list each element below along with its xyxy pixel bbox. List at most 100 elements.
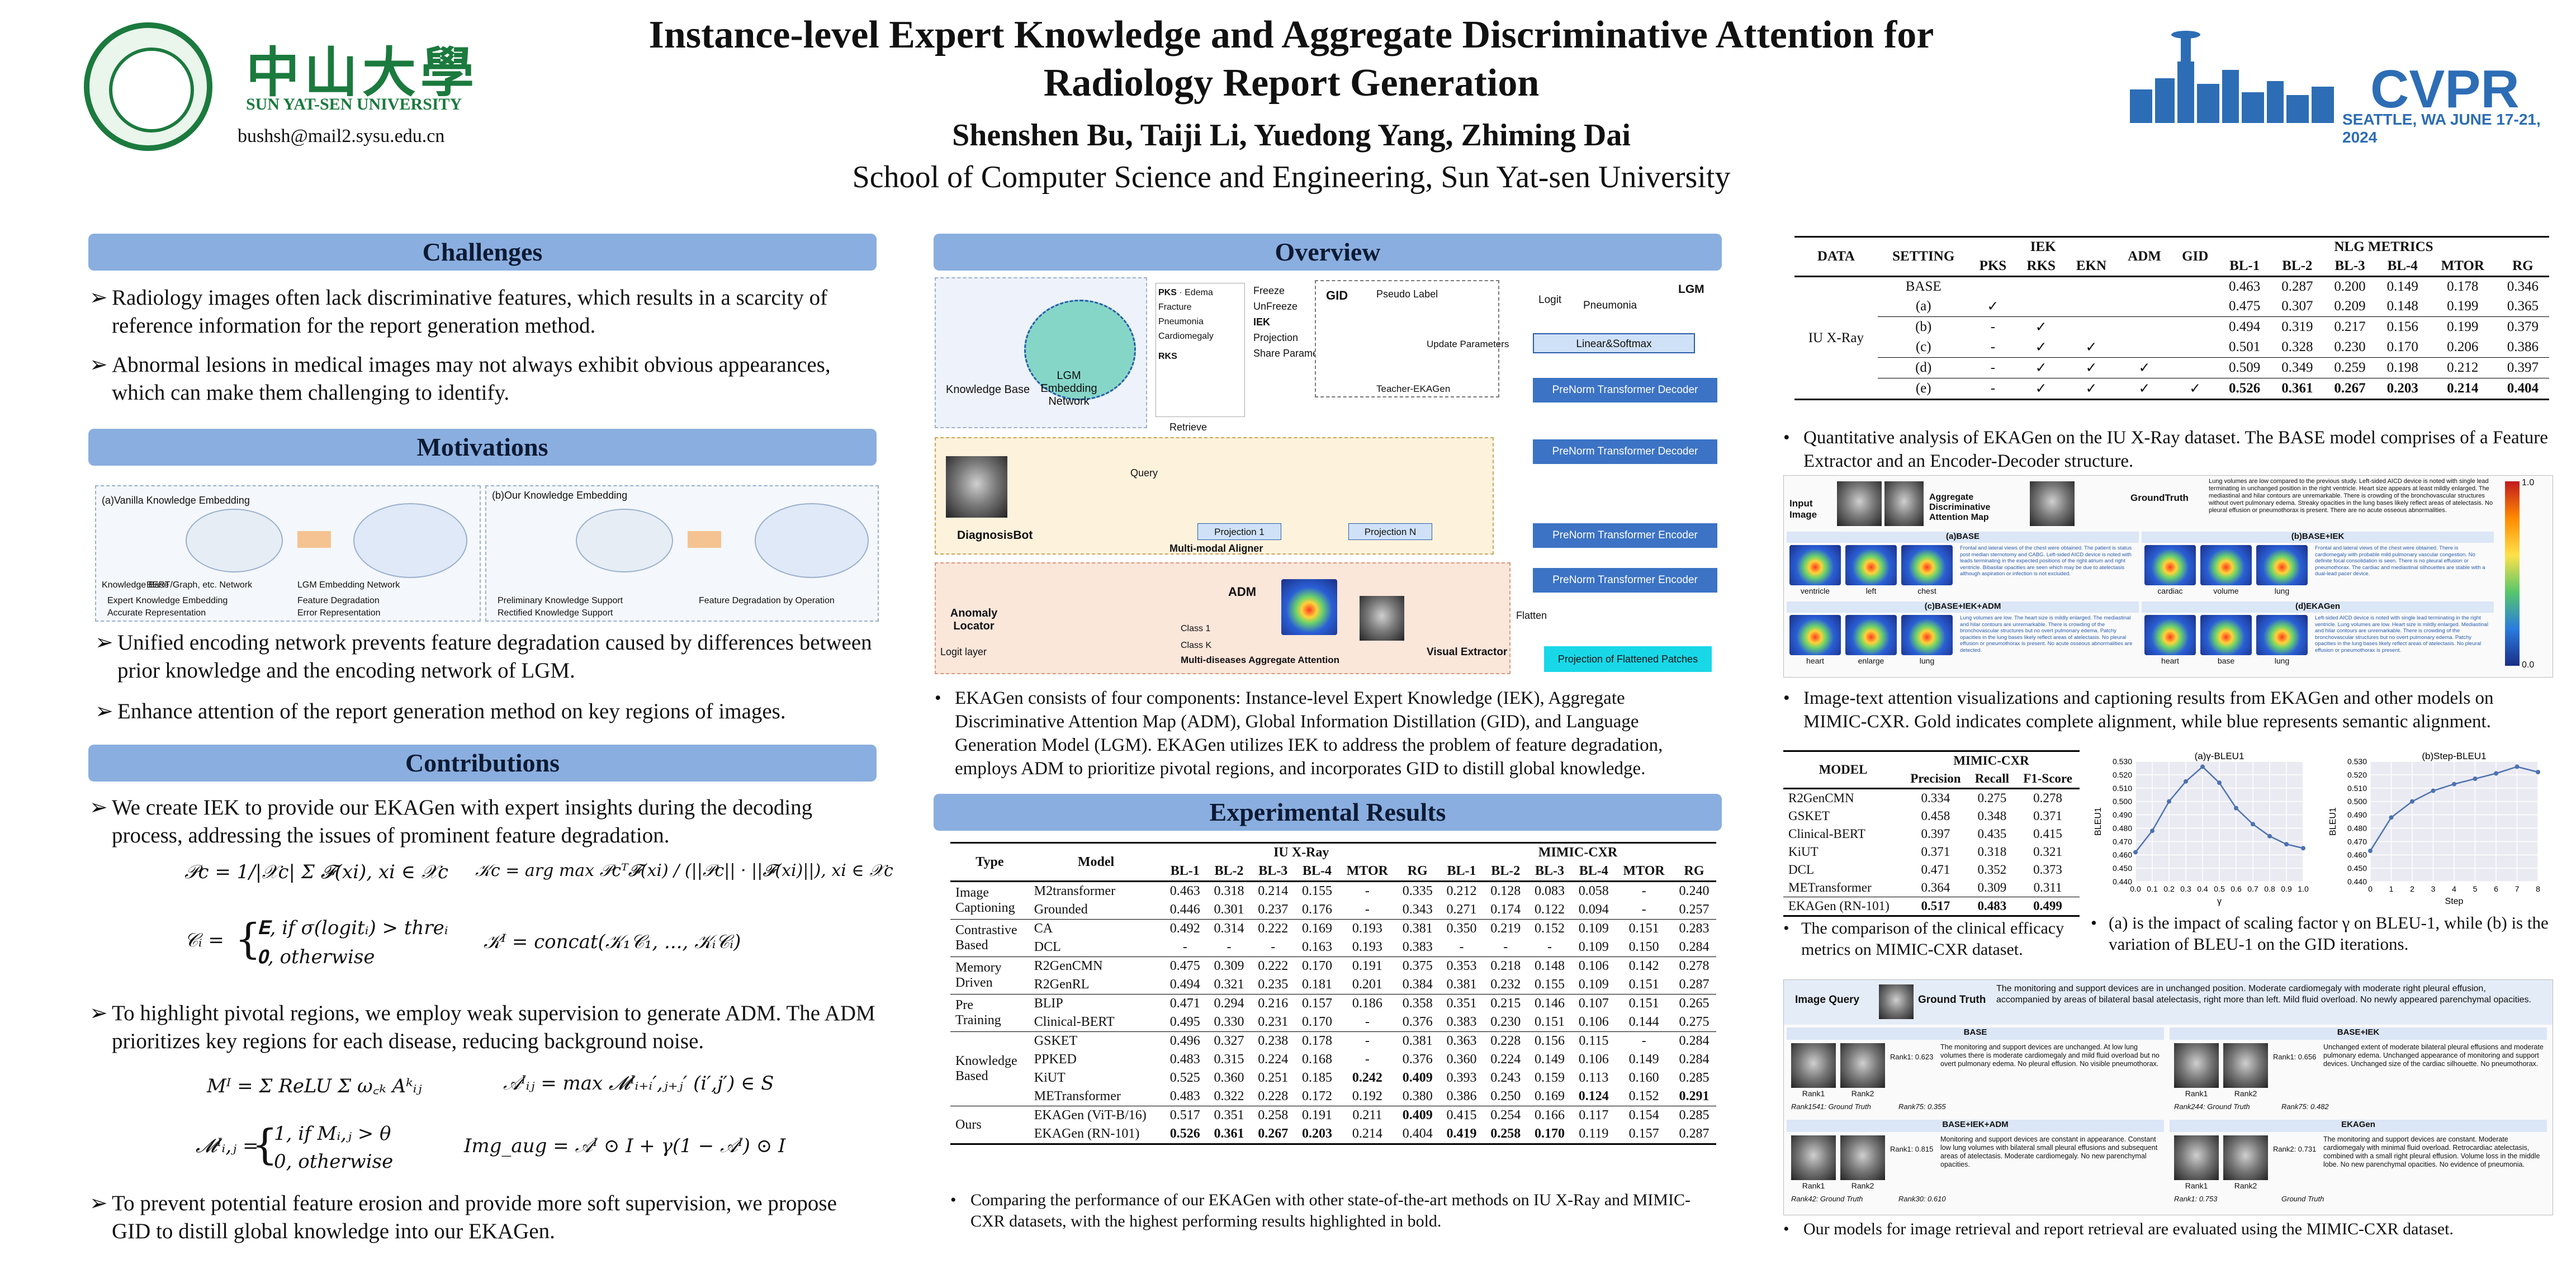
y-tick-label: 0.480 bbox=[2113, 823, 2132, 832]
y-tick-label: 0.530 bbox=[2347, 757, 2367, 766]
challenges-heading: Challenges bbox=[88, 234, 877, 271]
y-axis-label: BLEU1 bbox=[2328, 807, 2338, 836]
x-tick-label: 0.7 bbox=[2247, 884, 2258, 893]
equation-gate-case1: 𝐄, if σ(logitᵢ) > threᵢ bbox=[257, 917, 448, 939]
overview-caption: • EKAGen consists of four components: Ins… bbox=[935, 688, 1663, 779]
x-tick-label: 2 bbox=[2410, 884, 2414, 893]
architecture-diagram: Knowledge Base LGM Embedding Network PKS… bbox=[935, 277, 1723, 680]
x-tick-label: 0.1 bbox=[2147, 884, 2158, 893]
table-row: METransformer 0.483 0.322 0.228 0.172 0.192 0.… bbox=[1034, 1089, 1710, 1104]
contact-email[interactable]: bushsh@mail2.sysu.edu.cn bbox=[238, 126, 445, 146]
table-col-header: BL-1 bbox=[1170, 864, 1200, 878]
bleu-line-charts: 0.4400.4500.4600.4700.4800.4900.5000.510… bbox=[2094, 751, 2540, 906]
x-tick-label: 3 bbox=[2431, 884, 2436, 893]
data-point bbox=[2217, 780, 2222, 785]
table-row: METransformer 0.364 0.309 0.311 bbox=[1788, 880, 2062, 894]
retrieval-panel: BASE+IEK+ADM Rank1 Rank2 Rank1: 0.815 Monito… bbox=[1787, 1120, 2164, 1208]
x-tick-label: 0.3 bbox=[2180, 884, 2191, 893]
y-tick-label: 0.520 bbox=[2113, 770, 2132, 779]
y-tick-label: 0.500 bbox=[2113, 797, 2132, 806]
table-row: PPKED 0.483 0.315 0.224 0.168-0.376 0.360 0.22… bbox=[1034, 1052, 1710, 1067]
x-axis-label: γ bbox=[2217, 897, 2222, 906]
overview-heading: Overview bbox=[934, 234, 1722, 271]
motivations-bullet: ➢ Enhance attention of the report generat… bbox=[95, 699, 786, 723]
y-tick-label: 0.480 bbox=[2347, 823, 2367, 832]
challenges-bullet: ➢ Radiology images often lack discriminat… bbox=[89, 286, 828, 338]
table-row: KiUT 0.371 0.318 0.321 bbox=[1788, 845, 2062, 859]
equation-concat: 𝒦ᴵ = concat(𝒦₁𝒞₁, ..., 𝒦ᵢ𝒞ᵢ) bbox=[484, 931, 741, 953]
x-tick-label: 8 bbox=[2536, 884, 2540, 893]
y-tick-label: 0.450 bbox=[2347, 864, 2367, 873]
equation-prototype: 𝒫c = 1/|𝒳c| Σ 𝓕(xi), xi ∈ 𝒳c bbox=[184, 861, 448, 883]
y-axis-label: BLEU1 bbox=[2094, 807, 2103, 836]
x-tick-label: 0.4 bbox=[2197, 884, 2208, 893]
table-col-header: BL-4 bbox=[1303, 864, 1332, 878]
retrieval-panel: EKAGen Rank1 Rank2 Rank2: 0.731 The monitori… bbox=[2170, 1120, 2547, 1208]
table-row: EKAGen (RN-101) 0.526 0.361 0.267 0.203 0.214… bbox=[950, 1125, 1716, 1144]
university-name-cn: 中山大學 bbox=[246, 41, 479, 104]
data-point bbox=[2150, 828, 2154, 834]
table-col-header: MTOR bbox=[1623, 864, 1665, 878]
data-point bbox=[2389, 815, 2394, 820]
poster-affiliation: School of Computer Science and Engineeri… bbox=[852, 160, 1731, 195]
clinical-efficacy-table: MODEL MIMIC-CXR Precision Recall F1-Score … bbox=[1783, 750, 2085, 917]
ablation-caption: • Quantitative analysis of EKAGen on the … bbox=[1783, 428, 2548, 471]
data-point bbox=[2267, 834, 2272, 839]
y-tick-label: 0.530 bbox=[2113, 757, 2132, 766]
x-tick-label: 0.5 bbox=[2214, 884, 2225, 893]
data-point bbox=[2410, 799, 2414, 804]
x-axis-label: Step bbox=[2445, 897, 2464, 906]
y-tick-label: 0.460 bbox=[2347, 850, 2367, 859]
table-row: KiUT 0.525 0.360 0.251 0.185 0.242 0.409 0.393 0… bbox=[1034, 1071, 1710, 1085]
table-row: EKAGen (RN-101) 0.517 0.483 0.499 bbox=[1783, 897, 2080, 916]
clinical-efficacy-caption: • The comparison of the clinical efficacy… bbox=[1783, 919, 2064, 959]
equation-augment: Img_aug = 𝒜ᴵ ⊙ I + γ(1 − 𝒜ᴵ) ⊙ I bbox=[464, 1135, 786, 1157]
cvpr-logo-subtitle: SEATTLE, WA JUNE 17-21, 2024 bbox=[2342, 111, 2541, 146]
x-tick-label: 0.2 bbox=[2163, 884, 2175, 893]
table-row: DCL - - -0.163 0.193 0.383- - -0.109 0.150 0.284 bbox=[1034, 940, 1710, 954]
experimental-caption: • Comparing the performance of our EKAGen… bbox=[950, 1191, 1690, 1230]
data-point bbox=[2431, 788, 2436, 793]
attention-panel: (c)BASE+IEK+ADM heart enlarge lung Lung volu… bbox=[1787, 602, 2139, 669]
cvpr-logo-text: CVPR bbox=[2370, 59, 2520, 119]
retrieval-panel: BASE+IEK Rank1 Rank2 Rank1: 0.656 Unchanged … bbox=[2170, 1027, 2547, 1116]
vanilla-embedding-figure: (a)Vanilla Knowledge Embedding Knowledge… bbox=[95, 485, 481, 622]
table-row: R2GenCMN 0.334 0.275 0.278 bbox=[1783, 788, 2080, 808]
data-point bbox=[2251, 822, 2255, 827]
table-row: Ours EKAGen (ViT-B/16) 0.517 0.351 0.258 0.19… bbox=[950, 1106, 1716, 1132]
table-col-header: BL-3 bbox=[1258, 864, 1288, 878]
chart-title: (b)Step-BLEU1 bbox=[2422, 751, 2486, 761]
table-col-header: MTOR bbox=[1346, 864, 1388, 878]
table-row: Memory Driven R2GenCMN 0.475 0.309 0.222 0.170… bbox=[950, 956, 1716, 990]
data-point bbox=[2200, 764, 2205, 769]
y-tick-label: 0.440 bbox=[2347, 877, 2367, 886]
equation-mask-case2: 0, otherwise bbox=[274, 1150, 394, 1173]
x-tick-label: 6 bbox=[2494, 884, 2498, 893]
table-col-header: RG bbox=[1684, 864, 1704, 878]
table-row: (a) ✓ 0.475 0.307 0.209 0.148 0.199 0.365 bbox=[1915, 299, 2539, 314]
experimental-heading: Experimental Results bbox=[934, 794, 1722, 831]
attention-panel: (a)BASE ventricle left chest Frontal and lat… bbox=[1787, 532, 2139, 599]
y-tick-label: 0.490 bbox=[2113, 811, 2132, 820]
data-point bbox=[2167, 799, 2171, 804]
retrieval-figure: Image Query Ground Truth The monitoring … bbox=[1783, 979, 2553, 1215]
equation-knowledge-selection: 𝒦c = arg max 𝒫cᵀ𝓕(xi) / (||𝒫c|| · ||𝓕(xi… bbox=[475, 861, 893, 880]
x-tick-label: 4 bbox=[2452, 884, 2456, 893]
table-row: Pre Training BLIP 0.471 0.294 0.216 0.157 0.186… bbox=[950, 994, 1716, 1027]
challenges-bullet: ➢ Abnormal lesions in medical images may … bbox=[89, 353, 831, 405]
poster-authors: Shenshen Bu, Taiji Li, Yuedong Yang, Zhi… bbox=[952, 118, 1631, 153]
table-row: Clinical-BERT 0.495 0.330 0.231 0.170-0.376 0… bbox=[1034, 1015, 1710, 1029]
table-col-header: BL-2 bbox=[1491, 864, 1521, 878]
university-seal-logo bbox=[84, 22, 212, 151]
y-tick-label: 0.470 bbox=[2113, 837, 2132, 846]
equation-maxpool: 𝒜ᴵᵢⱼ = max 𝓜ᴵᵢ₊ᵢ′,ⱼ₊ⱼ′ (i′,j′) ∈ S bbox=[503, 1072, 774, 1095]
data-point bbox=[2301, 846, 2305, 851]
data-point bbox=[2184, 779, 2188, 784]
data-point bbox=[2234, 806, 2238, 811]
table-row: Contrastive Based CA 0.492 0.314 0.222 0.169 0.… bbox=[950, 919, 1716, 953]
x-tick-label: 0.0 bbox=[2130, 884, 2141, 893]
y-tick-label: 0.460 bbox=[2113, 850, 2132, 859]
attention-visualization-figure: Input Image Aggregate Discriminative Att… bbox=[1783, 475, 2553, 678]
table-col-header: BL-3 bbox=[1535, 864, 1565, 878]
table-row: IU X-Ray BASE 0.463 0.287 0.200 0.149 0.178 0.3… bbox=[1794, 276, 2549, 345]
